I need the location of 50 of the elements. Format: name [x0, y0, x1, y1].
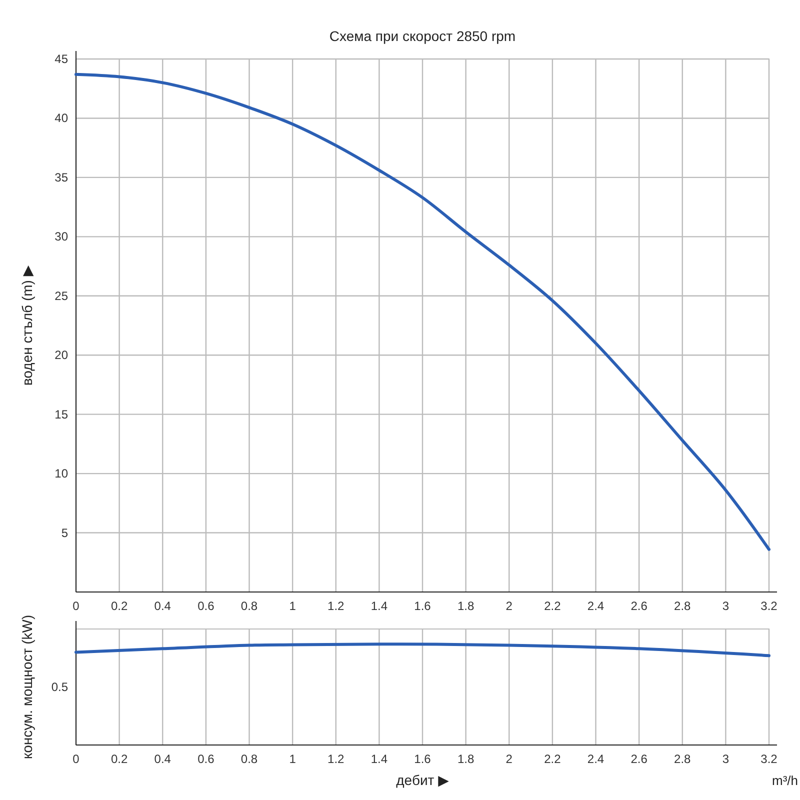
y-axis-title: воден стълб (m) ▶ — [19, 265, 35, 386]
x-tick-label: 2.2 — [544, 599, 562, 613]
x-tick-label: 2.8 — [674, 599, 692, 613]
x-tick-label: 0.6 — [198, 599, 215, 613]
x-tick-label: 0.8 — [240, 599, 258, 613]
x-tick-label: 1.6 — [414, 599, 432, 613]
x-tick-label: 2 — [506, 752, 513, 766]
x-tick-label: 3.2 — [760, 752, 778, 766]
y-tick-label: 15 — [54, 407, 68, 422]
text: m³/h — [772, 773, 798, 788]
text: 0.5 — [51, 680, 68, 694]
x-tick-label: 2.6 — [630, 752, 648, 766]
y-tick-label: 40 — [54, 111, 68, 126]
x-tick-label: 2.2 — [544, 752, 562, 766]
x-tick-label: 1 — [289, 599, 296, 613]
x-tick-label: 0 — [72, 599, 80, 613]
x-tick-label: 0.6 — [198, 752, 215, 766]
line-series — [74, 72, 770, 551]
x-tick-label: 1.6 — [414, 752, 432, 766]
y-tick-label: 20 — [54, 348, 68, 362]
y-tick-label: 45 — [54, 52, 68, 66]
x-tick-label: 3 — [722, 752, 730, 766]
x-tick-label: 2.6 — [630, 599, 648, 613]
x-tick-label: 2.8 — [674, 752, 692, 766]
y-tick-label: 5 — [61, 526, 68, 540]
x-tick-label: 1.2 — [328, 599, 345, 613]
y-tick-label: 10 — [54, 466, 68, 481]
x-tick-label: 3.2 — [760, 599, 778, 613]
chart-title: Схема при скорост 2850 rpm — [329, 28, 516, 44]
x-tick-label: 2.4 — [587, 752, 604, 766]
y-tick-label: 35 — [54, 170, 68, 184]
x-axis-title: дебит ▶ — [396, 772, 450, 788]
x-tick-label: 1.2 — [328, 752, 345, 766]
x-tick-label: 1.8 — [457, 599, 474, 613]
x-tick-label: 0 — [72, 752, 80, 766]
x-tick-label: 2 — [506, 599, 513, 613]
x-tick-label: 1.8 — [457, 752, 474, 766]
x-tick-label: 1.4 — [370, 599, 388, 613]
x-tick-label: 2.4 — [587, 599, 604, 613]
y-axis-title: консум. мощност (kW) — [19, 614, 35, 760]
y-tick-label: 25 — [54, 288, 68, 303]
x-tick-label: 0.4 — [154, 752, 172, 766]
x-tick-label: 1 — [289, 752, 296, 766]
x-tick-label: 1.4 — [370, 752, 388, 766]
x-tick-label: 0.4 — [154, 599, 172, 613]
x-tick-label: 0.2 — [110, 752, 128, 766]
x-tick-label: 0.8 — [240, 752, 258, 766]
x-tick-label: 3 — [722, 599, 730, 613]
y-tick-label: 30 — [54, 230, 68, 244]
x-tick-label: 0.2 — [110, 599, 128, 613]
